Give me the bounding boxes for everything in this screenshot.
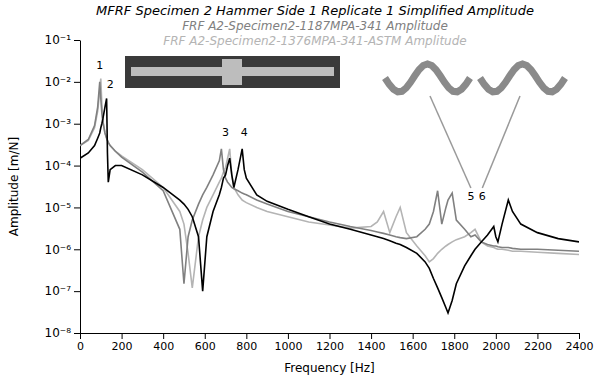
peak-label: 5 (467, 190, 474, 203)
x-tick: 1000 (274, 333, 302, 353)
y-tick-label: 10⁻⁵ (45, 201, 72, 215)
x-tick: 1200 (316, 333, 344, 353)
legend-entry: FRF A2-Specimen2-1187MPA-341 Amplitude (182, 19, 448, 33)
y-tick-label: 10⁻⁴ (45, 159, 72, 173)
x-tick-label: 1600 (399, 340, 427, 353)
x-tick: 800 (236, 333, 257, 353)
x-tick-mark (205, 333, 206, 339)
y-tick-label: 10⁻³ (45, 117, 72, 131)
y-tick-mark (74, 291, 80, 292)
x-tick-label: 600 (195, 340, 216, 353)
y-tick: 10⁻⁴ (45, 159, 80, 173)
y-tick-label: 10⁻⁶ (45, 243, 72, 257)
x-axis: 0 200 400 600 800 1000 1200 1400 1600 1800 2000 220… (77, 333, 594, 353)
x-axis-title: Frequency [Hz] (284, 361, 375, 375)
x-tick-mark (496, 333, 497, 339)
x-tick-mark (80, 333, 81, 339)
x-tick-label: 400 (153, 340, 174, 353)
y-axis-title: Amplitude [m/N] (7, 137, 21, 236)
x-tick: 1600 (399, 333, 427, 353)
x-tick-label: 200 (112, 340, 133, 353)
x-tick-mark (413, 333, 414, 339)
y-tick-mark (74, 166, 80, 167)
x-tick-mark (122, 333, 123, 339)
y-axis: 10⁻⁸ 10⁻⁷ 10⁻⁶ 10⁻⁵ 10⁻⁴ 10⁻³ 10⁻² 10⁻¹ (45, 33, 81, 340)
x-tick-label: 2400 (566, 340, 594, 353)
y-tick: 10⁻⁷ (45, 284, 80, 298)
y-tick: 10⁻³ (45, 117, 80, 131)
x-tick-mark (330, 333, 331, 339)
y-tick: 10⁻⁶ (45, 243, 80, 257)
x-tick: 400 (153, 333, 174, 353)
y-tick: 10⁻⁵ (45, 201, 80, 215)
x-tick-label: 2000 (482, 340, 510, 353)
x-tick-label: 2200 (524, 340, 552, 353)
series-line (80, 99, 579, 314)
x-tick-label: 1000 (274, 340, 302, 353)
x-tick-mark (537, 333, 538, 339)
peak-label: 2 (107, 78, 114, 91)
chart-container: 0 200 400 600 800 1000 1200 1400 1600 1800 2000 220… (0, 0, 601, 385)
pointer-line (430, 96, 471, 188)
y-tick-label: 10⁻² (45, 75, 72, 89)
y-tick-mark (74, 249, 80, 250)
x-tick: 200 (112, 333, 133, 353)
annotations: 12 34 56 (96, 59, 486, 203)
legend-entry: FRF A2-Specimen2-1376MPA-341-ASTM Amplit… (163, 34, 466, 48)
photo-frame (125, 56, 340, 88)
x-tick-mark (288, 333, 289, 339)
x-tick: 2400 (566, 333, 594, 353)
peak-label: 6 (479, 190, 486, 203)
y-tick: 10⁻¹ (45, 33, 80, 47)
x-tick-mark (163, 333, 164, 339)
y-tick-mark (74, 40, 80, 41)
x-tick: 600 (195, 333, 216, 353)
x-tick: 1800 (441, 333, 469, 353)
y-tick-mark (74, 124, 80, 125)
x-tick: 2000 (482, 333, 510, 353)
pointer-line (482, 96, 520, 188)
x-tick: 1400 (358, 333, 386, 353)
x-tick-mark (371, 333, 372, 339)
photo-placeholders (125, 56, 565, 188)
x-tick-label: 800 (236, 340, 257, 353)
x-tick: 2200 (524, 333, 552, 353)
x-tick-mark (579, 333, 580, 339)
mode-shape (480, 64, 565, 92)
x-tick-mark (454, 333, 455, 339)
peak-label: 4 (241, 126, 248, 139)
chart-svg: 0 200 400 600 800 1000 1200 1400 1600 1800 2000 220… (0, 0, 601, 385)
x-tick-label: 1200 (316, 340, 344, 353)
y-tick-mark (74, 333, 80, 334)
x-tick-label: 0 (77, 340, 84, 353)
y-tick: 10⁻⁸ (45, 326, 80, 340)
x-tick-mark (246, 333, 247, 339)
specimen-cross (222, 59, 242, 85)
y-tick-mark (74, 207, 80, 208)
y-tick-label: 10⁻⁸ (45, 326, 72, 340)
x-tick: 0 (77, 333, 84, 353)
x-tick-label: 1400 (358, 340, 386, 353)
legend: MFRF Specimen 2 Hammer Side 1 Replicate … (96, 3, 534, 48)
y-axis-line (80, 41, 81, 334)
x-tick-label: 1800 (441, 340, 469, 353)
peak-label: 3 (222, 126, 229, 139)
y-tick-mark (74, 82, 80, 83)
y-tick-label: 10⁻¹ (45, 33, 72, 47)
peak-label: 1 (96, 59, 103, 72)
y-tick: 10⁻² (45, 75, 80, 89)
y-tick-label: 10⁻⁷ (45, 284, 72, 298)
mode-shape (385, 64, 470, 92)
legend-entry: MFRF Specimen 2 Hammer Side 1 Replicate … (96, 3, 534, 18)
plot-lines (80, 79, 579, 313)
